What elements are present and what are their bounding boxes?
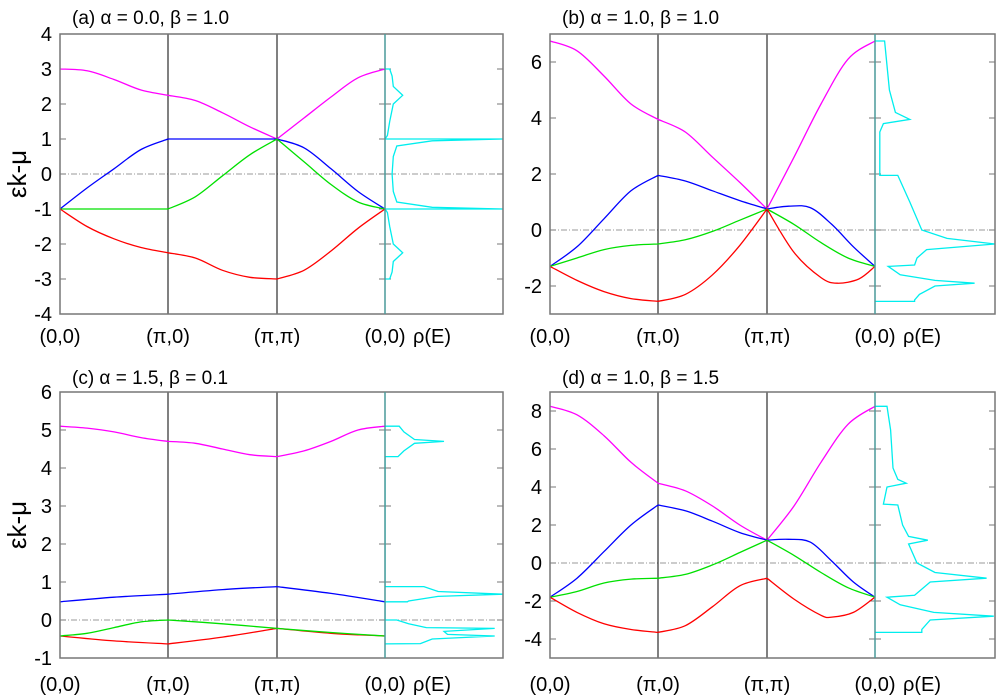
y-tick-label: 3 xyxy=(41,496,52,518)
y-tick-label: -2 xyxy=(524,591,542,613)
band-line-1 xyxy=(549,405,876,541)
panel-title: (c) α = 1.5, β = 0.1 xyxy=(72,368,228,389)
y-tick-label: 0 xyxy=(41,164,52,186)
y-axis-label: εk-μ xyxy=(2,501,32,549)
x-tick-label: (0,0) xyxy=(39,326,80,348)
x-tick-label: (π,π) xyxy=(744,674,790,696)
plot-frame xyxy=(59,33,504,315)
y-tick-label: -2 xyxy=(34,234,52,256)
x-tick-label: (0,0) xyxy=(364,674,405,696)
y-axis-label: εk-μ xyxy=(2,150,32,198)
band-line-3 xyxy=(59,627,386,645)
panel-title: (d) α = 1.0, β = 1.5 xyxy=(562,368,719,389)
y-tick-label: 1 xyxy=(41,572,52,594)
y-tick-label: -2 xyxy=(524,276,542,298)
y-tick-label: 2 xyxy=(531,515,542,537)
y-tick-label: 6 xyxy=(531,52,542,74)
x-tick-label: (0,0) xyxy=(39,674,80,696)
x-tick-label: (π,0) xyxy=(636,674,680,696)
band-line-3 xyxy=(60,138,386,210)
dos-axis-label: ρ(E) xyxy=(413,326,451,348)
band-line-4 xyxy=(549,577,876,634)
band-line-1 xyxy=(59,68,386,140)
y-tick-label: 2 xyxy=(531,164,542,186)
y-tick-label: 2 xyxy=(41,534,52,556)
panel-d: (d) α = 1.0, β = 1.5 -4 -2 0 2 4 6 8 (0,0) (π,0) (… xyxy=(524,368,996,696)
x-tick-label: (π,0) xyxy=(636,326,680,348)
y-tick-label: 5 xyxy=(41,420,52,442)
x-tick-label: (0,0) xyxy=(854,674,895,696)
band-line-2 xyxy=(549,504,876,598)
band-line-4 xyxy=(549,208,876,303)
plot-frame xyxy=(59,391,504,659)
dos-curve xyxy=(875,40,995,303)
band-line-3 xyxy=(549,539,876,598)
dos-axis-label: ρ(E) xyxy=(903,326,941,348)
plot-frame xyxy=(549,391,996,659)
x-tick-label: (0,0) xyxy=(854,326,895,348)
dos-axis-label: ρ(E) xyxy=(413,674,451,696)
y-tick-label: 0 xyxy=(531,553,542,575)
y-tick-label: 0 xyxy=(531,220,542,242)
x-tick-label: (0,0) xyxy=(529,674,570,696)
band-line-1 xyxy=(59,425,386,458)
y-tick-label: 4 xyxy=(41,24,52,46)
y-tick-label: 3 xyxy=(41,59,52,81)
dos-curve xyxy=(875,405,994,634)
y-tick-label: 4 xyxy=(531,477,542,499)
x-tick-label: (0,0) xyxy=(364,326,405,348)
y-tick-label: -1 xyxy=(34,648,52,670)
dos-curve xyxy=(385,68,503,280)
dos-curve xyxy=(385,425,503,645)
y-tick-label: -4 xyxy=(524,629,542,651)
panel-b: (b) α = 1.0, β = 1.0 -2 0 2 4 6 (0,0) (π,0) (π,π… xyxy=(524,8,996,348)
y-tick-label: 1 xyxy=(41,129,52,151)
y-tick-label: 2 xyxy=(41,94,52,116)
dos-axis-label: ρ(E) xyxy=(903,674,941,696)
x-tick-label: (π,0) xyxy=(146,674,190,696)
band-line-4 xyxy=(59,619,386,637)
band-line-4 xyxy=(59,208,386,280)
band-line-3 xyxy=(549,208,876,268)
panel-a: (a) α = 0.0, β = 1.0 εk-μ -4 -3 -2 -1 0 1 2 3 4 (0,… xyxy=(2,8,504,348)
panel-title: (a) α = 0.0, β = 1.0 xyxy=(72,8,229,29)
band-line-2 xyxy=(59,138,386,210)
y-tick-label: 4 xyxy=(531,108,542,130)
x-tick-label: (π,π) xyxy=(744,326,790,348)
band-line-2 xyxy=(59,585,386,603)
y-tick-label: 6 xyxy=(41,382,52,404)
panel-title: (b) α = 1.0, β = 1.0 xyxy=(562,8,719,29)
x-tick-label: (0,0) xyxy=(529,326,570,348)
panel-c: (c) α = 1.5, β = 0.1 εk-μ -1 0 1 2 3 4 5 6 (0,0) (π… xyxy=(2,368,504,696)
band-line-1 xyxy=(549,40,876,210)
y-tick-label: 4 xyxy=(41,458,52,480)
band-line-2 xyxy=(549,174,876,267)
x-tick-label: (π,0) xyxy=(146,326,190,348)
x-tick-label: (π,π) xyxy=(254,674,300,696)
y-tick-label: -4 xyxy=(34,304,52,326)
y-tick-label: -1 xyxy=(34,199,52,221)
plot-frame xyxy=(549,33,996,315)
y-tick-label: -3 xyxy=(34,269,52,291)
y-tick-label: 8 xyxy=(531,401,542,423)
y-tick-label: 0 xyxy=(41,610,52,632)
x-tick-label: (π,π) xyxy=(254,326,300,348)
y-tick-label: 6 xyxy=(531,439,542,461)
